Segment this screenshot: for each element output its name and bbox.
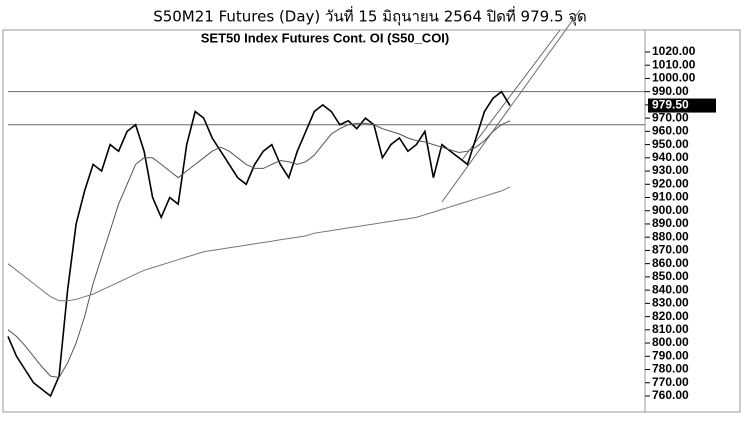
y-tick-label: 820.00 <box>652 309 689 323</box>
y-tick-label: 1020.00 <box>652 44 696 58</box>
y-tick-label: 960.00 <box>652 124 689 138</box>
last-price-label: 979.50 <box>652 98 689 112</box>
y-tick-label: 800.00 <box>652 335 689 349</box>
y-tick-label: 1010.00 <box>652 57 696 71</box>
y-tick-label: 880.00 <box>652 229 689 243</box>
y-tick-label: 930.00 <box>652 163 689 177</box>
price-line <box>7 120 511 379</box>
frame <box>2 29 741 413</box>
y-tick-label: 790.00 <box>652 348 689 362</box>
chart-subtitle: SET50 Index Futures Cont. OI (S50_COI) <box>201 30 450 45</box>
y-tick-label: 920.00 <box>652 176 689 190</box>
y-tick-label: 840.00 <box>652 282 689 296</box>
y-tick-label: 870.00 <box>652 243 689 257</box>
price-line <box>7 186 511 302</box>
chart-title: S50M21 Futures (Day) วันที่ 15 มิถุนายน … <box>153 6 587 27</box>
price-line <box>7 90 511 398</box>
y-tick-label: 830.00 <box>652 296 689 310</box>
y-tick-label: 890.00 <box>652 216 689 230</box>
y-tick-label: 990.00 <box>652 84 689 98</box>
y-tick-label: 910.00 <box>652 190 689 204</box>
y-tick-label: 760.00 <box>652 388 689 402</box>
y-tick-label: 770.00 <box>652 375 689 389</box>
y-tick-label: 950.00 <box>652 137 689 151</box>
y-tick-label: 940.00 <box>652 150 689 164</box>
y-tick-label: 850.00 <box>652 269 689 283</box>
y-tick-label: 810.00 <box>652 322 689 336</box>
y-tick-label: 900.00 <box>652 203 689 217</box>
trend-line <box>441 9 581 203</box>
y-tick-label: 970.00 <box>652 110 689 124</box>
trend-line <box>461 29 561 161</box>
y-tick-label: 860.00 <box>652 256 689 270</box>
last-price-box <box>648 98 716 113</box>
y-tick-label: 780.00 <box>652 362 689 376</box>
y-tick-label: 1000.00 <box>652 71 696 85</box>
